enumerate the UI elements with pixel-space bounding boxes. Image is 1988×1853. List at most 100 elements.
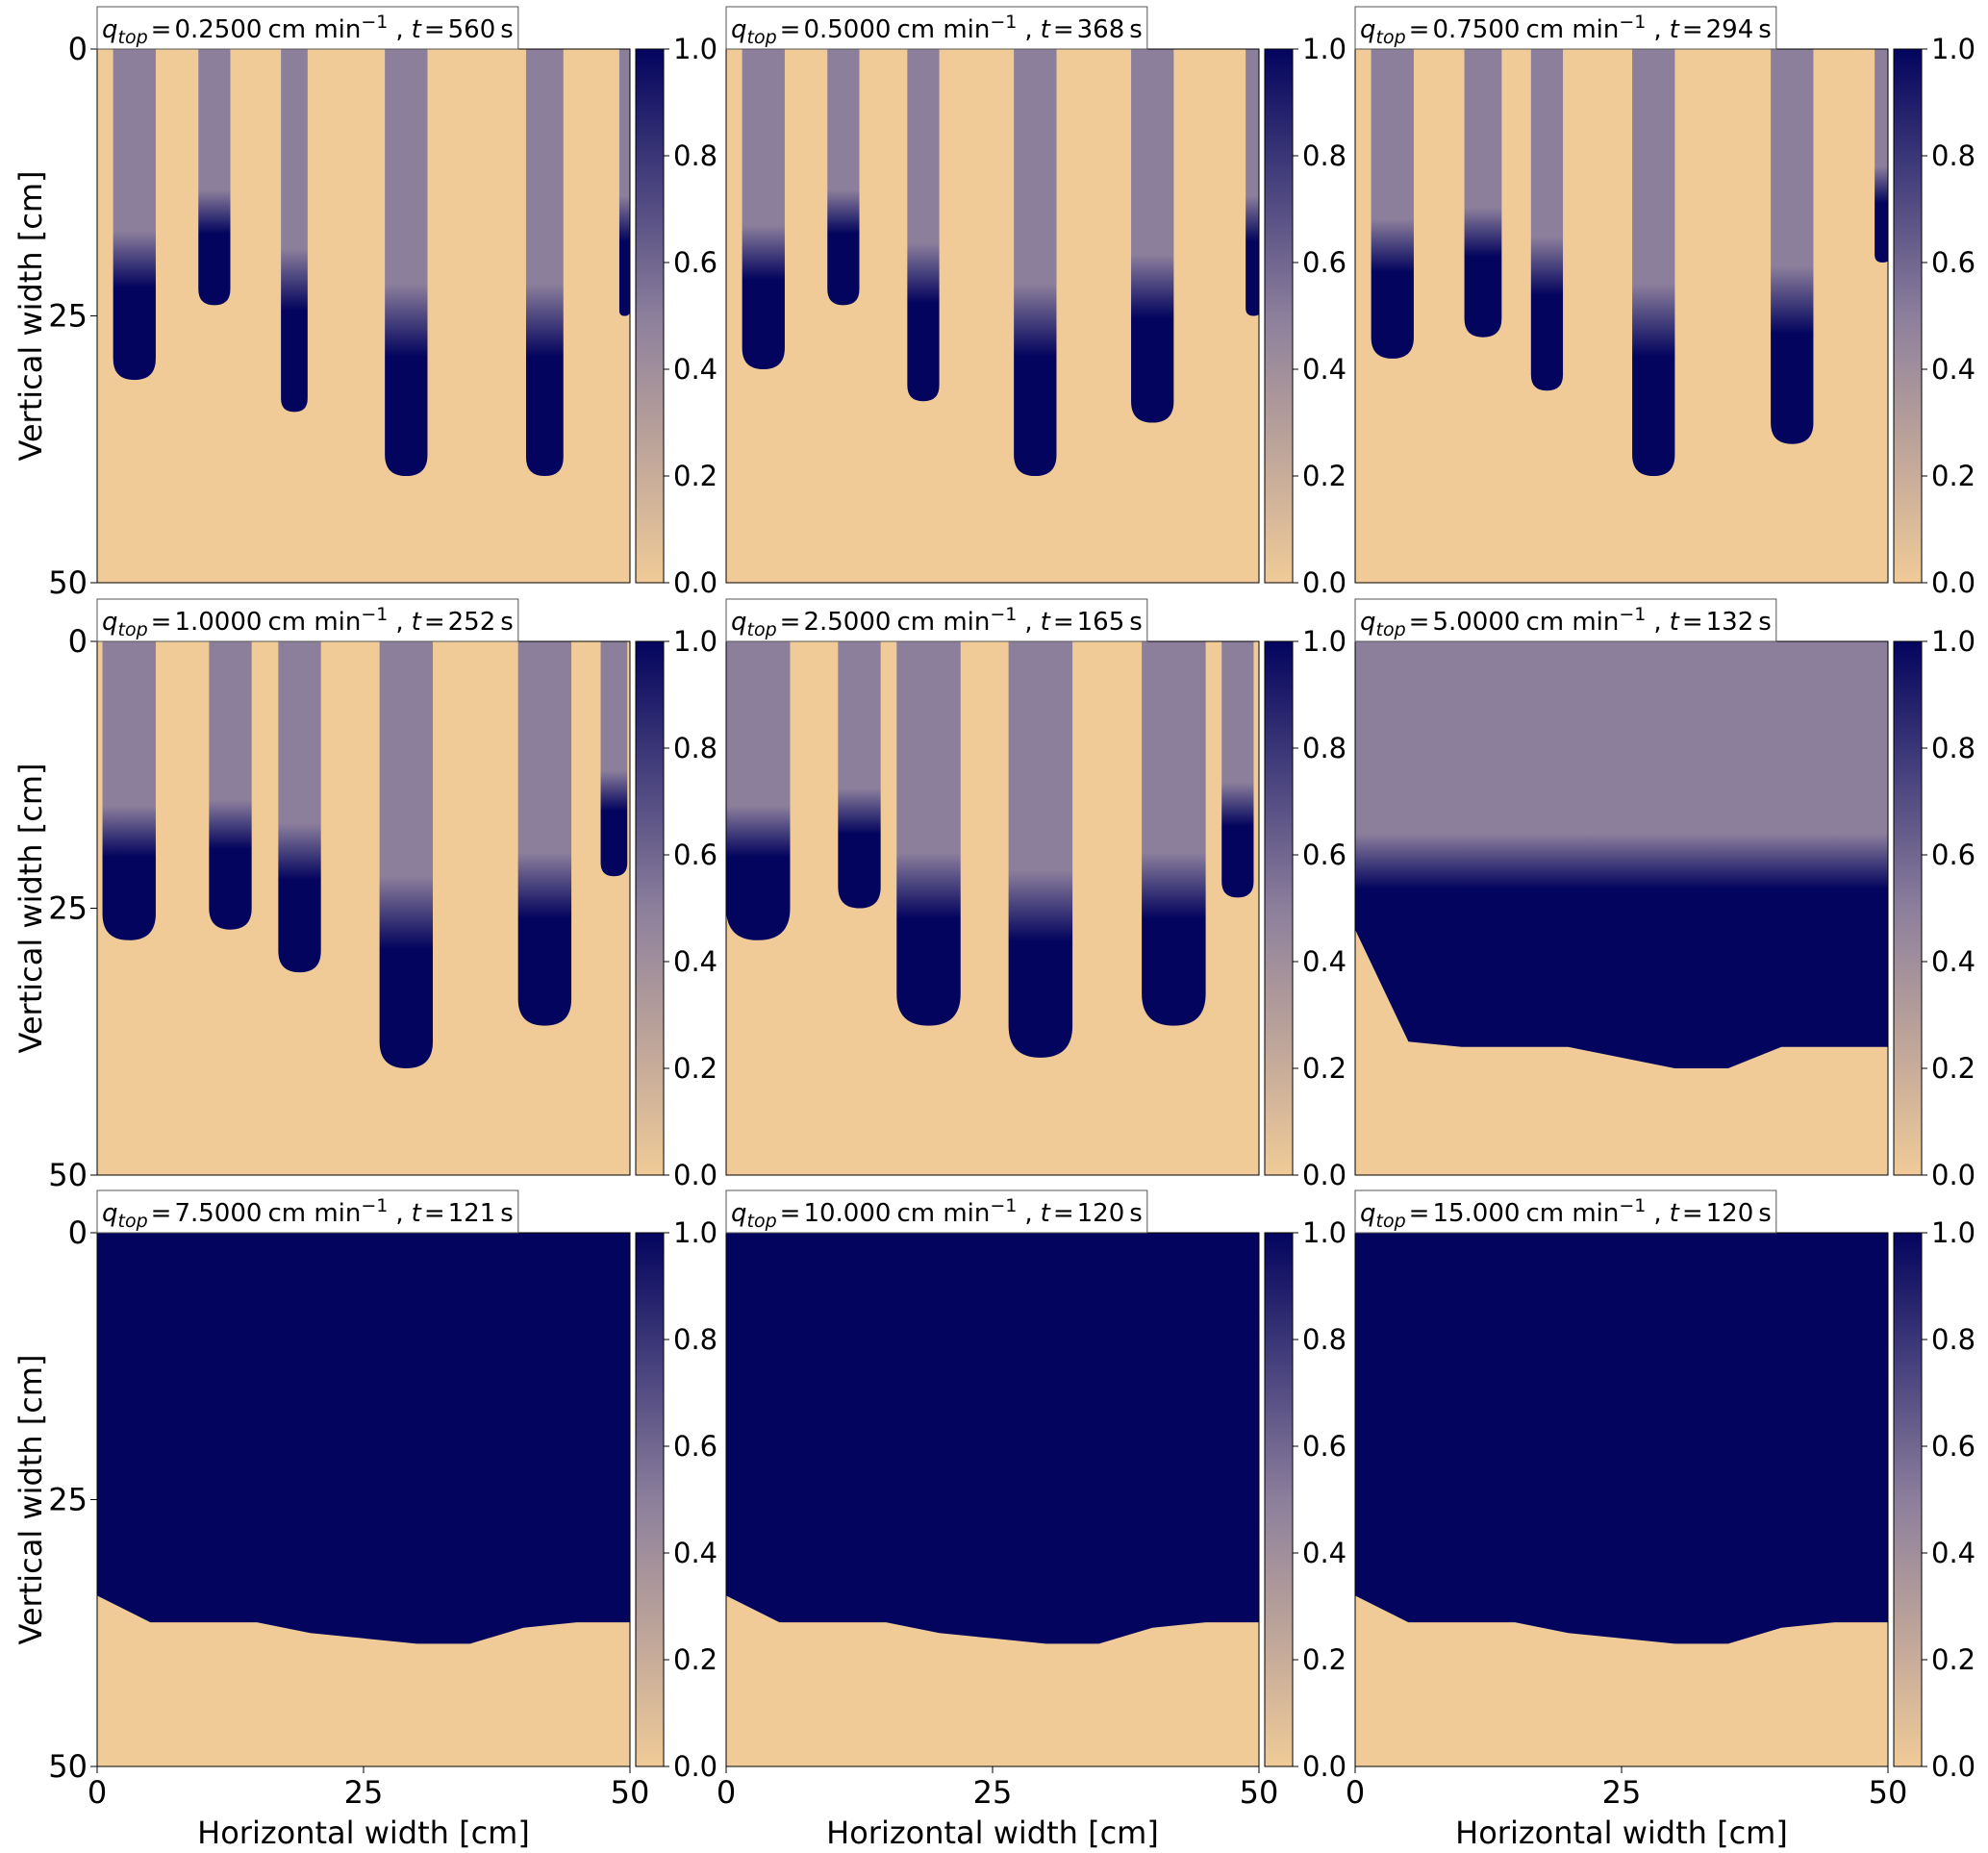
colorbar-tick-label: 0.4 [1931,1537,1975,1569]
heatmap-field [726,641,1254,1058]
colorbar-tick-label: 0.6 [673,246,717,279]
equals: = [1409,15,1430,44]
separator: , [1024,608,1032,637]
x-tick-label: 50 [611,1774,650,1811]
colorbar-tick-label: 0.8 [1302,1323,1346,1356]
colorbar-tick-label: 0.8 [1931,732,1975,764]
finger [1142,641,1206,1026]
finger [827,49,860,306]
x-tick-label: 25 [344,1774,384,1811]
finger [618,49,630,316]
equals: = [151,608,172,637]
y-axis-label: Vertical width [cm] [13,763,49,1053]
unit-exponent: −1 [990,12,1017,33]
q-subscript: top [747,27,777,48]
finger [281,49,308,413]
y-tick-label: 0 [68,31,88,67]
unit: cm min [896,15,990,44]
colorbar [1264,640,1294,1176]
colorbar-tick-label: 0.8 [1931,139,1975,172]
equals: = [151,15,172,44]
t-unit: s [500,15,514,44]
unit: cm min [267,15,361,44]
colorbar-tick-label: 1.0 [1931,33,1975,65]
equals: = [151,1199,172,1228]
colorbar-tick-label: 0.4 [1302,353,1346,386]
finger [525,49,564,476]
heatmap-field [1355,1233,1888,1644]
t-unit: s [1129,15,1143,44]
separator: , [1653,608,1661,637]
y-axis-label: Vertical width [cm] [13,170,49,461]
q-subscript: top [747,1211,777,1232]
panel-title: qtop = 10.000 cm min−1, t = 120 s [731,1195,1143,1232]
finger [907,49,940,402]
colorbar-tick-label: 0.0 [1302,566,1346,599]
colorbar-tick-label: 0.2 [673,1052,717,1085]
colorbar-tick-label: 0.0 [673,566,717,599]
x-tick-label: 50 [1869,1774,1908,1811]
finger [517,641,572,1026]
heatmap-field [726,1233,1259,1644]
y-tick-label: 25 [48,890,88,927]
separator: , [1653,15,1661,44]
unit: cm min [1525,608,1619,637]
unit-exponent: −1 [1619,1195,1646,1216]
finger [1875,49,1888,263]
unit: cm min [267,1199,361,1228]
t-value: 252 [448,608,496,637]
unit: cm min [1525,15,1619,44]
q-subscript: top [118,1211,148,1232]
y-tick-label: 50 [48,1157,88,1193]
title-box [96,6,519,50]
heatmap-field [1371,49,1888,476]
finger [600,641,628,877]
q-value: 2.5000 [803,608,891,637]
colorbar-tick-label: 1.0 [673,1216,717,1249]
colorbar-tick-label: 1.0 [1302,625,1346,658]
t-value: 120 [1706,1199,1754,1228]
q-value: 10.000 [803,1199,891,1228]
finger [1246,49,1259,316]
finger [1221,641,1254,898]
title-box [96,1189,519,1234]
t-symbol: t [412,15,422,44]
colorbar [635,48,665,584]
panel-title: qtop = 0.7500 cm min−1, t = 294 s [1360,12,1772,48]
equals: = [1409,608,1430,637]
panel-title: qtop = 7.5000 cm min−1, t = 121 s [102,1195,514,1232]
finger [1008,641,1073,1058]
q-subscript: top [118,619,148,640]
colorbar-tick-label: 0.0 [673,1750,717,1783]
colorbar-tick-label: 0.6 [1302,246,1346,279]
x-tick-label: 0 [717,1774,736,1811]
unit-exponent: −1 [1619,604,1646,625]
finger [1530,49,1564,391]
unit: cm min [1525,1199,1619,1228]
q-value: 1.0000 [174,608,262,637]
colorbar [635,640,665,1176]
finger [198,49,231,306]
colorbar-tick-label: 0.2 [1302,1643,1346,1676]
colorbar-tick-label: 0.6 [1931,1430,1975,1463]
q-symbol: q [731,15,747,44]
y-tick-label: 0 [68,623,88,660]
q-symbol: q [1360,1199,1376,1228]
title-box [725,1189,1148,1234]
colorbar [1893,640,1923,1176]
q-value: 5.0000 [1432,608,1520,637]
equals: = [780,15,801,44]
t-symbol: t [1041,608,1051,637]
x-axis-label: Horizontal width [cm] [197,1815,530,1851]
colorbar-tick-label: 0.4 [673,945,717,978]
t-symbol: t [1041,1199,1051,1228]
panel-title: qtop = 5.0000 cm min−1, t = 132 s [1360,604,1772,640]
colorbar-tick-label: 0.4 [673,353,717,386]
q-subscript: top [747,619,777,640]
colorbar-tick-label: 0.4 [1931,945,1975,978]
finger [209,641,252,930]
colorbar-tick-label: 0.2 [673,1643,717,1676]
colorbar [1893,1232,1923,1767]
x-axis-label: Horizontal width [cm] [1455,1815,1788,1851]
